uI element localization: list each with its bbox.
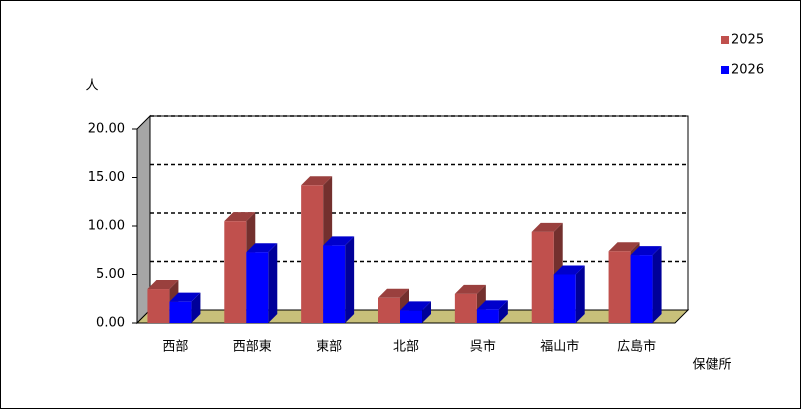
bar [147,289,170,323]
bar-top [323,236,355,246]
bar-side [652,246,662,323]
bar-side [575,265,585,323]
y-tick-label: 5.00 [96,267,125,282]
bar-top [476,300,508,310]
x-tick-label: 東部 [316,339,342,355]
y-tick-label: 10.00 [88,219,125,234]
bar-side [268,243,278,323]
x-tick-label: 呉市 [470,339,496,355]
bar [400,310,422,323]
bar [454,293,477,323]
bar-top [400,301,431,311]
x-tick-label: 西部 [162,340,188,355]
bar [553,274,576,323]
bar-top [630,246,662,256]
bar-top [147,280,179,290]
bar [630,255,653,323]
bar [608,251,631,323]
y-axis-label: 人 [85,79,98,94]
bar-top [531,222,563,232]
legend-swatch [721,66,729,74]
x-tick-label: 広島市 [617,339,656,355]
bar-top [169,292,201,302]
legend-swatch [721,36,729,44]
bar [246,252,269,323]
y-tick-label: 20.00 [88,122,125,137]
x-axis-label: 保健所 [692,358,731,373]
bar [378,297,400,323]
bar-top [608,242,640,252]
bar-top [246,243,278,253]
bar-top [454,284,486,294]
bar-side [498,300,508,323]
x-tick-label: 北部 [393,340,419,355]
bar [531,231,554,323]
bar [476,309,499,323]
bar [224,221,247,323]
legend-label: 2025 [731,33,764,48]
bar-top [301,176,333,186]
y-tick-label: 15.00 [88,170,125,185]
bar-top [378,288,409,298]
bar [301,185,324,323]
bar [323,245,346,323]
bar-top [553,265,585,275]
bar-top [224,212,256,222]
legend-label: 2026 [731,63,764,78]
y-tick-label: 0.00 [96,316,125,331]
bar [169,301,192,323]
bar-side [191,292,201,323]
bar-side [422,301,431,323]
bar-side [345,236,355,323]
x-tick-label: 西部東 [233,339,272,355]
x-tick-label: 福山市 [540,339,579,355]
